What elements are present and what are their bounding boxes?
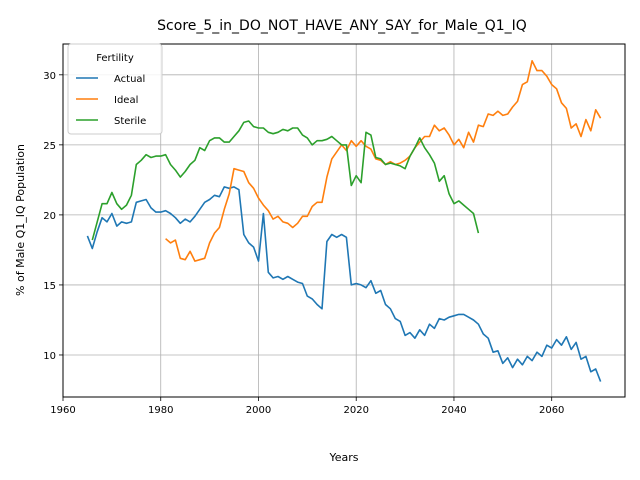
series-line-sterile bbox=[91, 120, 480, 241]
axis-ticks: 1960 1980 2000 2020 2040 2060 10 15 20 25 30 bbox=[43, 71, 564, 416]
legend: Fertility Actual Ideal Sterile bbox=[67, 43, 163, 135]
x-tick-label: 1980 bbox=[148, 405, 173, 416]
legend-label-ideal: Ideal bbox=[114, 95, 138, 106]
y-tick-label: 20 bbox=[43, 211, 56, 222]
x-tick-label: 1960 bbox=[50, 405, 75, 416]
y-axis-label: % of Male Q1_IQ Population bbox=[14, 144, 27, 296]
legend-frame bbox=[67, 43, 163, 135]
chart-title: Score_5_in_DO_NOT_HAVE_ANY_SAY_for_Male_… bbox=[157, 18, 527, 34]
y-tick-label: 10 bbox=[43, 351, 56, 362]
plot-area-frame bbox=[62, 43, 626, 398]
legend-label-actual: Actual bbox=[114, 74, 145, 85]
x-axis-label: Years bbox=[328, 451, 358, 464]
x-tick-label: 2040 bbox=[441, 405, 466, 416]
legend-entries: Actual Ideal Sterile bbox=[76, 74, 146, 127]
y-tick-label: 25 bbox=[43, 141, 56, 152]
x-tick-label: 2060 bbox=[539, 405, 564, 416]
series-lines bbox=[86, 59, 602, 382]
x-tick-label: 2020 bbox=[343, 405, 368, 416]
x-tick-label: 2000 bbox=[246, 405, 271, 416]
y-tick-label: 30 bbox=[43, 71, 56, 82]
series-line-actual bbox=[86, 186, 602, 382]
y-tick-label: 15 bbox=[43, 281, 56, 292]
legend-label-sterile: Sterile bbox=[114, 116, 146, 127]
legend-title: Fertility bbox=[96, 53, 134, 64]
